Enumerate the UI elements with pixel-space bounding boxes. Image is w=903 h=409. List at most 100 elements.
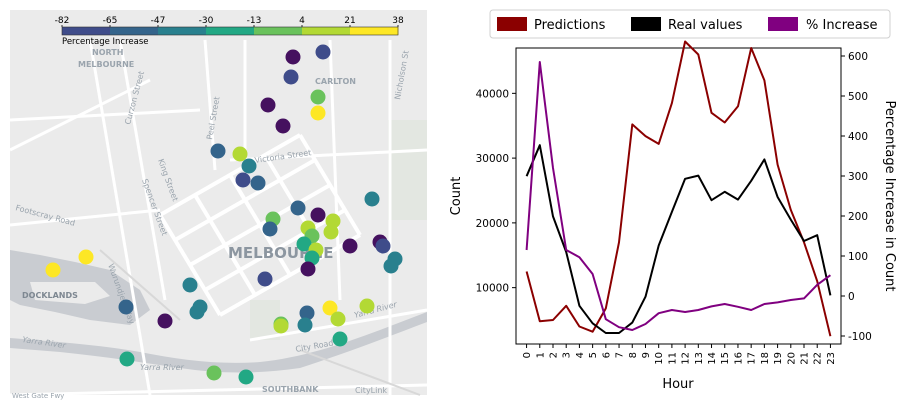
y2-axis-label: Percentage Increase in Count [882, 100, 897, 291]
colorbar-tick-label: 4 [299, 16, 305, 26]
colorbar-segment [206, 27, 255, 35]
map-point [260, 97, 276, 113]
map-figure: NORTH MELBOURNE CARLTON MELBOURNE DOCKLA… [9, 10, 428, 400]
plot-frame [515, 47, 842, 345]
map-point [375, 238, 391, 254]
left-axis: 10000 20000 30000 40000 [476, 88, 516, 295]
map-label: SOUTHBANK [262, 385, 319, 394]
map-point [315, 44, 331, 60]
legend-swatch-predictions [497, 17, 527, 31]
y-tick-label: 10000 [476, 283, 509, 295]
x-tick-label: 10 [654, 352, 665, 365]
x-tick-label: 18 [760, 352, 771, 365]
map-point [299, 305, 315, 321]
map-point [330, 311, 346, 327]
y-axis-label: Count [449, 177, 464, 216]
legend-label-real-values: Real values [668, 18, 743, 33]
map-point [296, 236, 312, 252]
legend-label-increase: % Increase [806, 18, 878, 33]
legend: Predictions Real values % Increase [489, 9, 891, 39]
docklands-land [30, 282, 110, 304]
map-point [157, 313, 173, 329]
x-tick-label: 0 [522, 352, 533, 358]
x-tick-label: 11 [667, 352, 678, 365]
x-tick-label: 4 [575, 352, 586, 358]
map-point [119, 351, 135, 367]
map-point [310, 207, 326, 223]
colorbar-segment [158, 27, 207, 35]
map-point [182, 277, 198, 293]
colorbar-segment [62, 27, 111, 35]
x-tick-label: 12 [681, 352, 692, 365]
x-tick-label: 1 [535, 352, 546, 358]
x-tick-label: 9 [641, 352, 652, 358]
x-tick-label: 13 [694, 352, 705, 365]
series-line-predictions [525, 40, 832, 337]
major-roads [99, 249, 421, 396]
series-line-real-values [525, 144, 832, 334]
y-tick-label: 30000 [476, 153, 509, 165]
y2-tick-label: 0 [848, 291, 855, 303]
y2-tick-label: -100 [848, 331, 872, 343]
x-tick-label: 8 [628, 352, 639, 358]
series-lines [525, 40, 832, 337]
map-label: Yarra River [140, 363, 185, 372]
colorbar-label: Percentage Increase [62, 37, 149, 47]
chart-panel: 10000 20000 30000 40000 -100 0 100 200 300 400 50… [430, 0, 903, 405]
x-tick-label: 23 [826, 352, 837, 365]
map-point [323, 224, 339, 240]
x-tick-label: 16 [733, 352, 744, 365]
map-point [273, 318, 289, 334]
colorbar-tick-label: 21 [344, 16, 355, 26]
map-background [10, 10, 427, 395]
map-label: DOCKLANDS [22, 291, 78, 300]
map-label: CARLTON [315, 77, 356, 86]
x-tick-label: 21 [800, 352, 811, 365]
right-axis: -100 0 100 200 300 400 500 600 [841, 51, 872, 343]
map-point [238, 369, 254, 385]
y2-tick-label: 100 [848, 251, 868, 263]
map-point [262, 221, 278, 237]
map-point [210, 143, 226, 159]
colorbar-segment [302, 27, 351, 35]
map-point [241, 158, 257, 174]
series-line-increase [525, 61, 831, 331]
map-point [45, 262, 61, 278]
colorbar-tick-label: -30 [199, 16, 214, 26]
map-label: NORTH [92, 48, 123, 57]
x-tick-label: 3 [562, 352, 573, 358]
colorbar-segment [110, 27, 159, 35]
yarra-river-water [10, 312, 427, 373]
colorbar-tick-label: -82 [55, 16, 70, 26]
map-point [250, 175, 266, 191]
y2-tick-label: 200 [848, 211, 868, 223]
colorbar-segment [350, 27, 399, 35]
map-label: MELBOURNE [78, 60, 134, 69]
map-point [322, 300, 338, 316]
map-point [206, 365, 222, 381]
x-tick-label: 2 [548, 352, 559, 358]
map-point [342, 238, 358, 254]
map-point [359, 298, 375, 314]
map-point [290, 200, 306, 216]
map-point [257, 271, 273, 287]
y2-tick-label: 500 [848, 91, 868, 103]
y2-tick-label: 600 [848, 51, 868, 63]
map-label: West Gate Fwy [12, 392, 64, 400]
park [388, 120, 427, 220]
x-tick-label: 7 [615, 352, 626, 358]
x-tick-label: 6 [601, 352, 612, 358]
map-label: CityLink [355, 386, 387, 395]
legend-swatch-increase [768, 17, 798, 31]
x-tick-label: 20 [786, 352, 797, 365]
y2-tick-label: 300 [848, 171, 868, 183]
map-point [275, 118, 291, 134]
x-tick-label: 17 [747, 352, 758, 365]
map-points [45, 44, 403, 385]
legend-swatch-real-values [631, 17, 661, 31]
y-tick-label: 40000 [476, 88, 509, 100]
map-point [332, 331, 348, 347]
x-tick-label: 14 [707, 352, 718, 365]
map-point [235, 172, 251, 188]
